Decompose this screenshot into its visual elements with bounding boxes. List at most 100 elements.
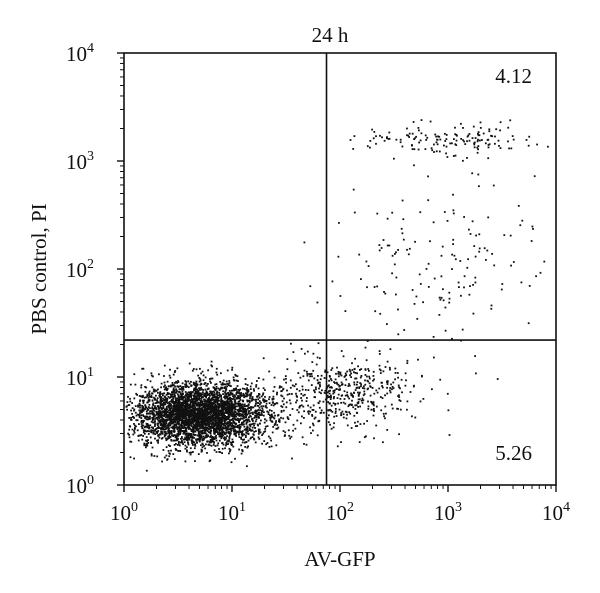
scatter-point <box>370 401 373 404</box>
scatter-point <box>143 444 146 447</box>
scatter-point <box>154 423 156 425</box>
scatter-point <box>236 402 239 405</box>
scatter-point <box>233 425 236 428</box>
scatter-point <box>340 350 343 352</box>
scatter-point <box>222 422 225 425</box>
scatter-point <box>200 398 203 400</box>
scatter-point <box>204 417 207 420</box>
scatter-point <box>226 435 228 437</box>
scatter-point <box>183 400 186 402</box>
scatter-point <box>157 422 160 425</box>
scatter-point <box>487 216 490 219</box>
scatter-point <box>152 421 154 424</box>
scatter-point <box>365 359 368 362</box>
scatter-point <box>228 419 231 422</box>
scatter-point <box>199 383 202 386</box>
scatter-point <box>172 427 175 429</box>
scatter-point <box>234 433 237 436</box>
scatter-point <box>141 427 144 430</box>
scatter-point <box>241 399 244 402</box>
scatter-point <box>224 447 226 450</box>
scatter-point <box>406 134 408 137</box>
scatter-point <box>525 139 528 141</box>
scatter-point <box>196 407 199 410</box>
scatter-point <box>180 403 183 406</box>
scatter-point <box>213 401 216 404</box>
scatter-point <box>205 400 208 403</box>
scatter-point <box>185 414 187 417</box>
scatter-point <box>231 427 234 430</box>
scatter-point <box>166 380 169 383</box>
scatter-point <box>280 410 283 412</box>
scatter-point <box>208 440 211 443</box>
scatter-point <box>453 254 456 257</box>
scatter-point <box>209 380 212 383</box>
scatter-point <box>332 390 335 392</box>
scatter-point <box>221 418 223 420</box>
scatter-point <box>215 439 218 442</box>
scatter-point <box>218 433 220 436</box>
scatter-point <box>473 143 476 146</box>
scatter-point <box>301 385 304 388</box>
scatter-point <box>173 371 176 373</box>
scatter-point <box>147 399 150 402</box>
scatter-point <box>238 410 241 413</box>
scatter-point <box>226 400 229 402</box>
scatter-point <box>238 436 241 438</box>
scatter-point <box>194 402 196 404</box>
scatter-point <box>246 399 249 402</box>
scatter-point <box>398 396 401 398</box>
scatter-point <box>198 387 200 389</box>
scatter-point <box>142 415 145 418</box>
scatter-point <box>381 386 384 389</box>
scatter-point <box>191 444 194 446</box>
scatter-point <box>205 413 208 415</box>
scatter-point <box>255 414 258 417</box>
scatter-point <box>175 443 177 445</box>
scatter-point <box>198 421 200 424</box>
scatter-point <box>145 444 147 447</box>
scatter-point <box>190 412 193 414</box>
scatter-point <box>238 407 241 410</box>
scatter-point <box>141 438 144 441</box>
scatter-point <box>252 433 255 436</box>
scatter-point <box>227 383 230 385</box>
scatter-point <box>204 416 206 418</box>
scatter-point <box>350 376 352 378</box>
scatter-point <box>339 398 342 400</box>
scatter-point <box>348 411 351 414</box>
scatter-point <box>176 390 178 392</box>
scatter-point <box>152 431 155 434</box>
scatter-point <box>172 418 175 421</box>
scatter-point <box>150 394 153 397</box>
scatter-point <box>145 439 147 442</box>
scatter-point <box>219 419 222 421</box>
scatter-point <box>175 439 178 442</box>
scatter-point <box>207 383 209 385</box>
scatter-point <box>177 432 180 435</box>
scatter-point <box>162 419 165 421</box>
scatter-point <box>221 382 224 384</box>
scatter-point <box>329 423 331 426</box>
scatter-point <box>142 424 145 427</box>
scatter-point <box>273 386 276 388</box>
scatter-point <box>201 446 204 449</box>
scatter-point <box>217 418 220 421</box>
scatter-point <box>351 395 354 397</box>
scatter-point <box>195 393 198 395</box>
scatter-point <box>326 395 329 397</box>
scatter-point <box>232 417 234 420</box>
scatter-point <box>172 408 174 411</box>
scatter-point <box>201 449 203 452</box>
scatter-point <box>237 408 240 411</box>
scatter-point <box>139 410 142 413</box>
scatter-point <box>376 391 379 394</box>
scatter-point <box>133 430 136 432</box>
scatter-point <box>250 406 253 409</box>
scatter-point <box>177 430 180 432</box>
scatter-point <box>339 371 342 374</box>
scatter-point <box>219 427 222 430</box>
scatter-point <box>216 390 219 393</box>
scatter-point <box>245 405 248 407</box>
scatter-point <box>167 435 169 438</box>
